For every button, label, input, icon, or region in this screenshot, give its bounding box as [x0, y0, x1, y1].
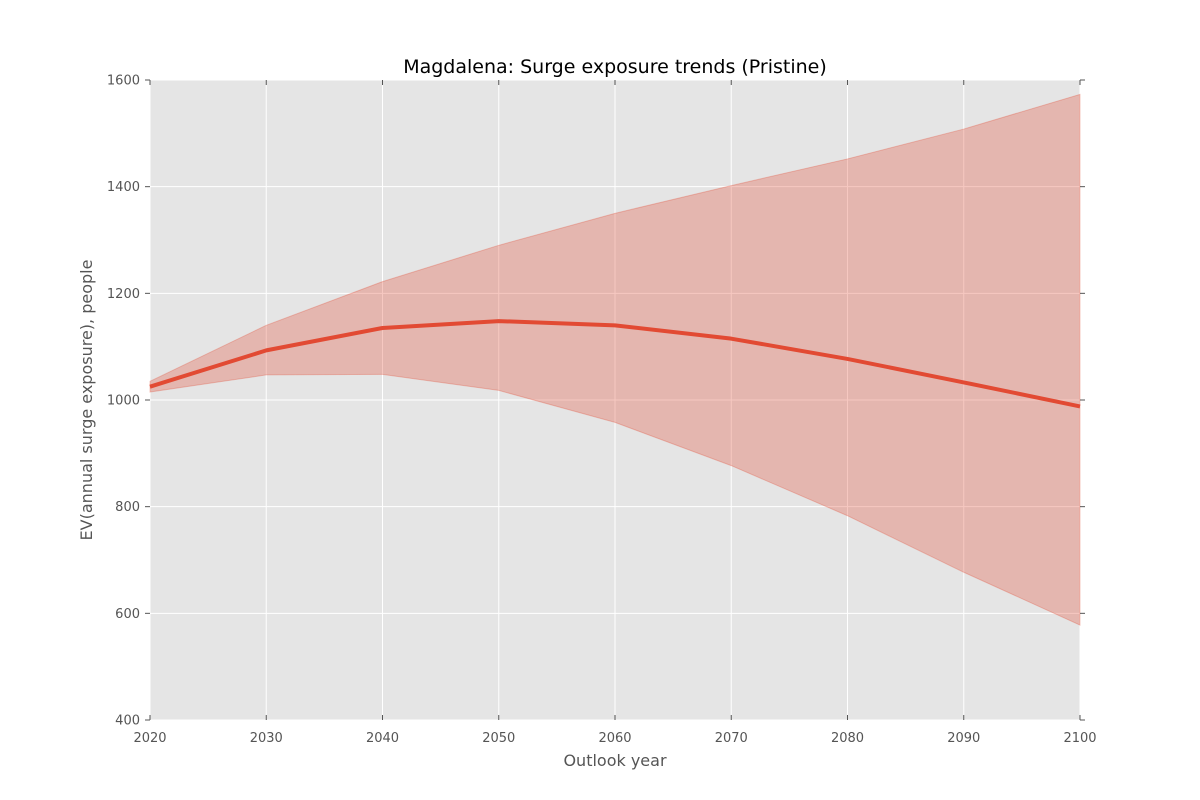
x-tick-label: 2090: [947, 731, 980, 746]
uncertainty-band: [149, 93, 1081, 626]
series-line: [149, 319, 1081, 409]
x-tick-label: 2060: [598, 731, 631, 746]
x-tick-label: 2100: [1063, 731, 1096, 746]
y-tick-label: 800: [115, 500, 140, 515]
y-axis-label: EV(annual surge exposure), people: [77, 260, 96, 541]
x-axis-label: Outlook year: [563, 751, 667, 770]
y-tick-label: 1400: [107, 180, 140, 195]
x-tick-label: 2030: [250, 731, 283, 746]
x-tick-label: 2070: [715, 731, 748, 746]
uncertainty-band-layer: [149, 93, 1081, 626]
x-tick-label: 2050: [482, 731, 515, 746]
series-line-layer: [149, 319, 1081, 409]
y-tick-labels: 400 600 800 1000 1200 1400 1600: [107, 74, 140, 729]
chart-title: Magdalena: Surge exposure trends (Pristi…: [403, 56, 827, 78]
x-tick-label: 2020: [133, 731, 166, 746]
axis-ticks: [145, 79, 1085, 721]
y-tick-label: 400: [115, 714, 140, 729]
x-tick-label: 2040: [366, 731, 399, 746]
y-tick-label: 1600: [107, 74, 140, 89]
y-tick-label: 600: [115, 607, 140, 622]
y-tick-label: 1000: [107, 394, 140, 409]
y-tick-label: 1200: [107, 287, 140, 302]
x-tick-labels: 2020 2030 2040 2050 2060 2070 2080 2090 2100: [133, 731, 1096, 746]
x-tick-label: 2080: [831, 731, 864, 746]
